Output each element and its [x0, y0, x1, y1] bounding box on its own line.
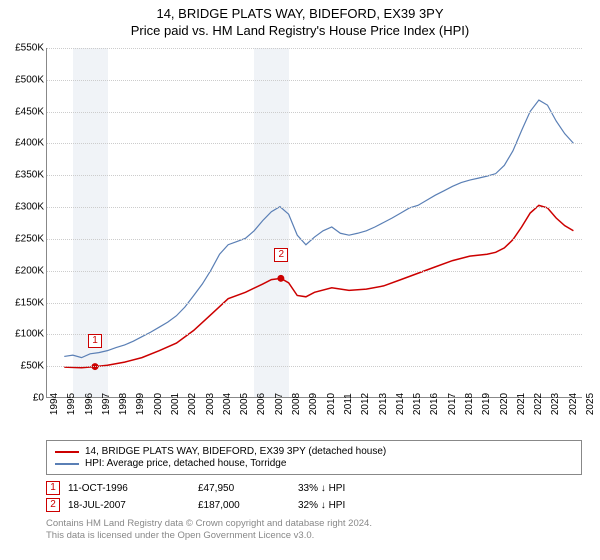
- x-tick-label: 2019: [481, 393, 492, 415]
- gridline: [47, 143, 582, 144]
- sale-point: [277, 275, 284, 282]
- y-tick-label: £400K: [15, 138, 44, 149]
- x-tick-label: 2013: [378, 393, 389, 415]
- legend-label-1: 14, BRIDGE PLATS WAY, BIDEFORD, EX39 3PY…: [85, 446, 386, 457]
- gridline: [47, 207, 582, 208]
- y-tick-label: £150K: [15, 297, 44, 308]
- x-tick-label: 2017: [447, 393, 458, 415]
- x-tick-label: 1998: [118, 393, 129, 415]
- y-tick-label: £450K: [15, 106, 44, 117]
- x-tick-label: 2016: [429, 393, 440, 415]
- footer-attribution: Contains HM Land Registry data © Crown c…: [46, 518, 582, 543]
- y-tick-label: £250K: [15, 233, 44, 244]
- legend-area: 14, BRIDGE PLATS WAY, BIDEFORD, EX39 3PY…: [46, 440, 582, 543]
- x-tick-label: 1994: [49, 393, 60, 415]
- x-tick-label: 2010: [326, 393, 337, 415]
- sale-price-2: £187,000: [198, 500, 298, 511]
- plot-area: 12: [46, 48, 582, 398]
- legend-swatch-1: [55, 451, 79, 453]
- title-subtitle: Price paid vs. HM Land Registry's House …: [0, 23, 600, 38]
- x-tick-label: 2024: [568, 393, 579, 415]
- x-tick-label: 2011: [343, 393, 354, 415]
- x-tick-label: 2006: [256, 393, 267, 415]
- legend-label-2: HPI: Average price, detached house, Torr…: [85, 458, 286, 469]
- title-address: 14, BRIDGE PLATS WAY, BIDEFORD, EX39 3PY: [0, 6, 600, 21]
- gridline: [47, 271, 582, 272]
- y-tick-label: £50K: [21, 361, 44, 372]
- y-tick-label: £200K: [15, 265, 44, 276]
- x-tick-label: 2025: [585, 393, 596, 415]
- series-price_paid: [64, 205, 573, 367]
- gridline: [47, 366, 582, 367]
- footer-line-1: Contains HM Land Registry data © Crown c…: [46, 518, 582, 530]
- x-tick-label: 2004: [222, 393, 233, 415]
- gridline: [47, 175, 582, 176]
- sale-date-1: 11-OCT-1996: [68, 483, 198, 494]
- y-tick-label: £350K: [15, 170, 44, 181]
- y-tick-label: £100K: [15, 329, 44, 340]
- x-tick-label: 2008: [291, 393, 302, 415]
- x-tick-label: 1997: [101, 393, 112, 415]
- y-tick-label: £0: [33, 393, 44, 404]
- series-hpi: [64, 100, 573, 358]
- x-tick-label: 2021: [516, 393, 527, 415]
- footer-line-2: This data is licensed under the Open Gov…: [46, 530, 582, 542]
- x-tick-label: 2007: [274, 393, 285, 415]
- x-tick-label: 2002: [187, 393, 198, 415]
- x-tick-label: 2003: [205, 393, 216, 415]
- legend-swatch-2: [55, 463, 79, 465]
- x-tick-label: 2020: [499, 393, 510, 415]
- title-block: 14, BRIDGE PLATS WAY, BIDEFORD, EX39 3PY…: [0, 0, 600, 38]
- series-legend: 14, BRIDGE PLATS WAY, BIDEFORD, EX39 3PY…: [46, 440, 582, 475]
- line-layer: [47, 48, 582, 397]
- gridline: [47, 334, 582, 335]
- gridline: [47, 48, 582, 49]
- x-tick-label: 2001: [170, 393, 181, 415]
- x-tick-label: 2005: [239, 393, 250, 415]
- x-tick-label: 1999: [135, 393, 146, 415]
- sale-delta-1: 33% ↓ HPI: [298, 483, 418, 494]
- chart-marker: 1: [88, 334, 102, 348]
- x-tick-label: 2022: [533, 393, 544, 415]
- sale-delta-2: 32% ↓ HPI: [298, 500, 418, 511]
- sale-date-2: 18-JUL-2007: [68, 500, 198, 511]
- x-tick-label: 2023: [550, 393, 561, 415]
- sale-price-1: £47,950: [198, 483, 298, 494]
- x-tick-label: 2009: [308, 393, 319, 415]
- gridline: [47, 239, 582, 240]
- y-tick-label: £300K: [15, 202, 44, 213]
- x-tick-label: 2000: [153, 393, 164, 415]
- gridline: [47, 80, 582, 81]
- y-tick-label: £500K: [15, 74, 44, 85]
- x-tick-label: 2015: [412, 393, 423, 415]
- x-tick-label: 1995: [66, 393, 77, 415]
- marker-table: 1 11-OCT-1996 £47,950 33% ↓ HPI 2 18-JUL…: [46, 481, 582, 512]
- x-tick-label: 2018: [464, 393, 475, 415]
- y-tick-label: £550K: [15, 43, 44, 54]
- gridline: [47, 112, 582, 113]
- x-tick-label: 1996: [84, 393, 95, 415]
- gridline: [47, 303, 582, 304]
- marker-badge-1: 1: [46, 481, 60, 495]
- chart-marker: 2: [274, 248, 288, 262]
- x-tick-label: 2014: [395, 393, 406, 415]
- x-tick-label: 2012: [360, 393, 371, 415]
- chart-container: 14, BRIDGE PLATS WAY, BIDEFORD, EX39 3PY…: [0, 0, 600, 560]
- marker-badge-2: 2: [46, 498, 60, 512]
